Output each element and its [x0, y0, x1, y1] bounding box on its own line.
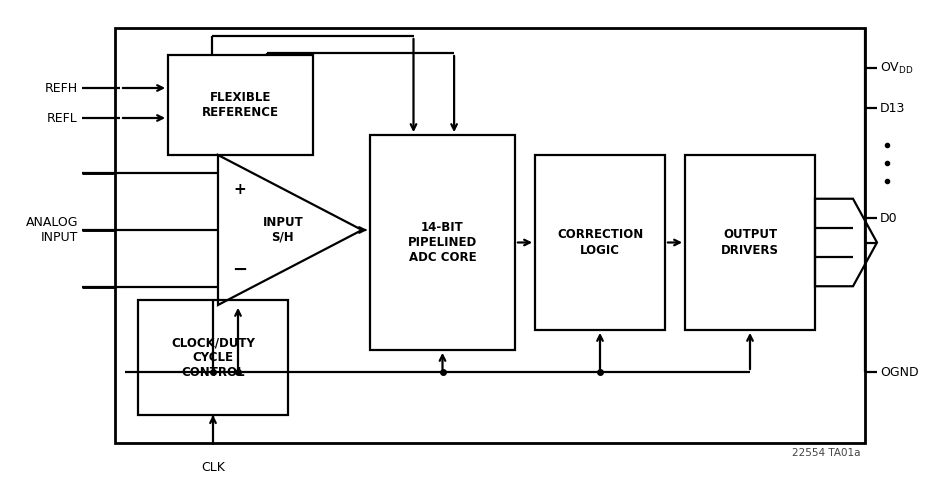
- Text: CLOCK/DUTY
CYCLE
CONTROL: CLOCK/DUTY CYCLE CONTROL: [171, 336, 255, 379]
- Bar: [168, 55, 313, 155]
- Text: REFH: REFH: [45, 82, 78, 94]
- Text: FLEXIBLE
REFERENCE: FLEXIBLE REFERENCE: [202, 91, 279, 119]
- Text: D0: D0: [880, 212, 898, 224]
- Text: OUTPUT
DRIVERS: OUTPUT DRIVERS: [721, 228, 779, 256]
- Text: OV$_{\mathregular{DD}}$: OV$_{\mathregular{DD}}$: [880, 60, 913, 76]
- Text: −: −: [232, 261, 247, 279]
- Bar: [535, 155, 665, 330]
- Bar: [370, 135, 515, 350]
- Text: CORRECTION
LOGIC: CORRECTION LOGIC: [557, 228, 643, 256]
- Bar: [138, 300, 288, 415]
- Text: OGND: OGND: [880, 366, 919, 378]
- Text: +: +: [233, 182, 246, 198]
- Bar: [685, 155, 815, 330]
- Text: 22554 TA01a: 22554 TA01a: [791, 448, 860, 458]
- Text: REFL: REFL: [48, 112, 78, 124]
- Text: INPUT
S/H: INPUT S/H: [262, 216, 303, 244]
- Text: D13: D13: [880, 102, 905, 114]
- Text: 14-BIT
PIPELINED
ADC CORE: 14-BIT PIPELINED ADC CORE: [408, 221, 477, 264]
- Text: CLK: CLK: [202, 461, 225, 474]
- Bar: [115, 28, 865, 443]
- Text: ANALOG
INPUT: ANALOG INPUT: [25, 216, 78, 244]
